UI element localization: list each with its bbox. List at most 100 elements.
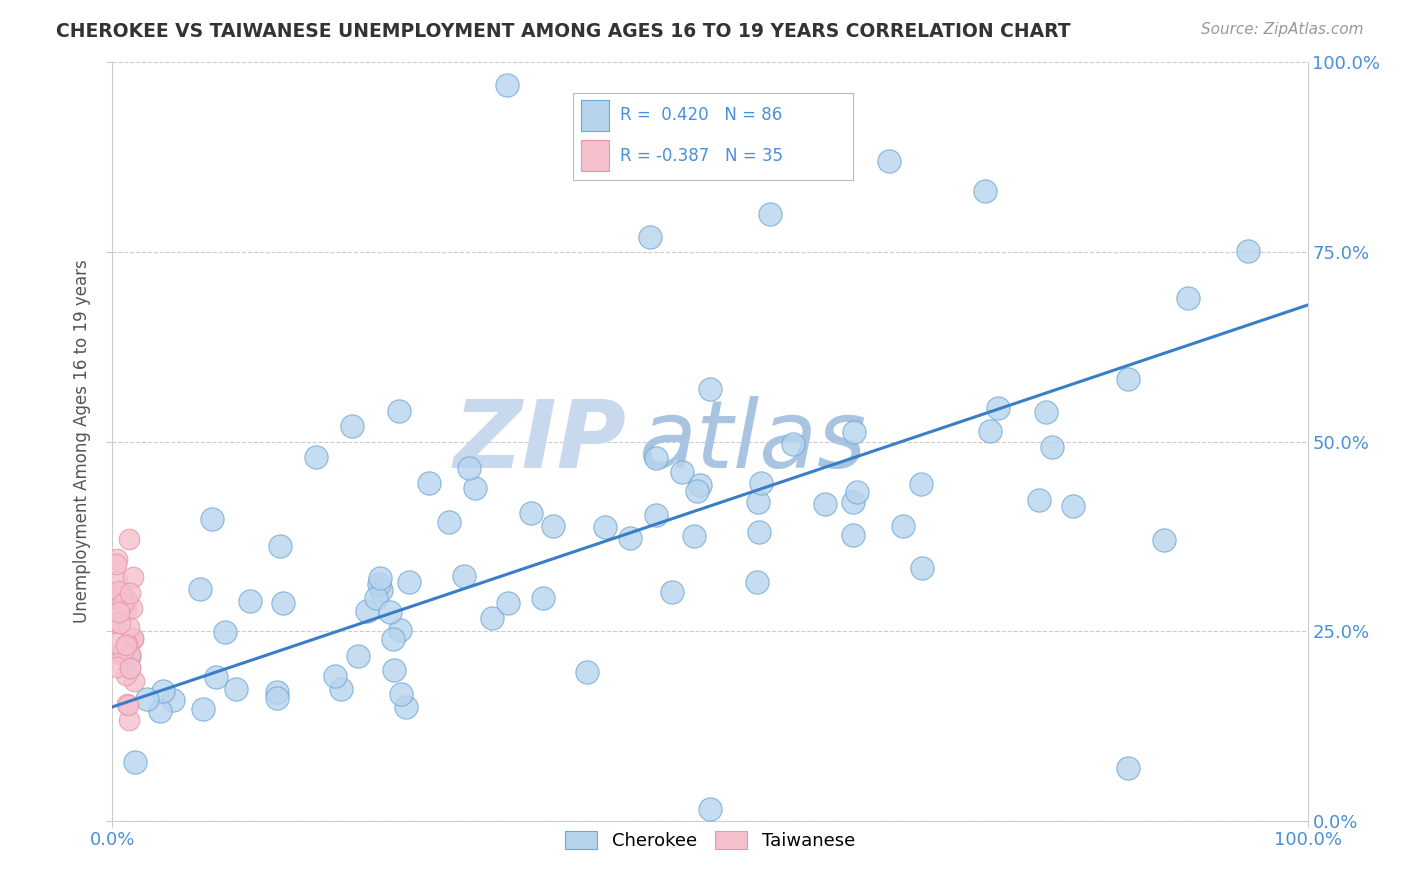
Text: ZIP: ZIP [454, 395, 627, 488]
Cherokee [366, 591, 388, 605]
Cherokee [910, 476, 932, 491]
Taiwanese [114, 668, 136, 682]
Cherokee [305, 450, 328, 464]
Cherokee [751, 475, 773, 490]
Cherokee [346, 648, 368, 663]
Taiwanese [118, 661, 141, 675]
Taiwanese [122, 673, 145, 688]
Cherokee [496, 78, 519, 92]
Cherokee [395, 699, 418, 714]
Cherokee [269, 539, 291, 553]
Cherokee [437, 515, 460, 529]
Cherokee [152, 683, 174, 698]
Cherokee [388, 404, 411, 418]
Text: Source: ZipAtlas.com: Source: ZipAtlas.com [1201, 22, 1364, 37]
Taiwanese [122, 632, 145, 646]
Taiwanese [120, 660, 142, 674]
Cherokee [225, 681, 247, 696]
Cherokee [273, 596, 295, 610]
Cherokee [464, 481, 486, 495]
Cherokee [418, 476, 440, 491]
Cherokee [699, 802, 721, 816]
Cherokee [124, 755, 146, 769]
Taiwanese [115, 638, 138, 652]
Taiwanese [122, 569, 145, 583]
Taiwanese [118, 532, 141, 546]
Cherokee [323, 669, 346, 683]
Text: CHEROKEE VS TAIWANESE UNEMPLOYMENT AMONG AGES 16 TO 19 YEARS CORRELATION CHART: CHEROKEE VS TAIWANESE UNEMPLOYMENT AMONG… [56, 22, 1071, 41]
Cherokee [699, 382, 721, 396]
Taiwanese [108, 647, 131, 661]
Cherokee [759, 207, 782, 221]
Taiwanese [104, 558, 127, 572]
Cherokee [368, 577, 391, 591]
Cherokee [1040, 440, 1063, 454]
Cherokee [686, 483, 709, 498]
Cherokee [214, 624, 236, 639]
Cherokee [398, 574, 420, 589]
Cherokee [689, 477, 711, 491]
Taiwanese [118, 620, 141, 634]
Cherokee [745, 574, 768, 589]
Cherokee [329, 682, 352, 697]
Cherokee [1237, 244, 1260, 258]
Cherokee [370, 582, 392, 597]
Cherokee [191, 702, 214, 716]
Taiwanese [120, 586, 142, 600]
Cherokee [645, 451, 668, 466]
Taiwanese [107, 605, 129, 619]
Taiwanese [121, 601, 143, 615]
Cherokee [201, 512, 224, 526]
Cherokee [520, 506, 543, 520]
Taiwanese [111, 585, 134, 599]
Cherokee [481, 611, 503, 625]
Cherokee [380, 605, 402, 619]
Cherokee [844, 425, 866, 439]
Taiwanese [115, 603, 138, 617]
Cherokee [575, 665, 598, 680]
Cherokee [368, 571, 391, 585]
Cherokee [593, 520, 616, 534]
Cherokee [498, 596, 520, 610]
Taiwanese [103, 615, 125, 629]
Cherokee [1028, 493, 1050, 508]
Cherokee [356, 604, 378, 618]
Cherokee [1177, 291, 1199, 305]
Cherokee [782, 437, 804, 451]
Taiwanese [104, 635, 127, 649]
Cherokee [340, 419, 363, 434]
Cherokee [1118, 760, 1140, 774]
Cherokee [911, 561, 934, 575]
Cherokee [457, 460, 479, 475]
Taiwanese [114, 638, 136, 652]
Cherokee [619, 531, 641, 545]
Cherokee [541, 518, 564, 533]
Text: atlas: atlas [638, 396, 866, 487]
Cherokee [266, 690, 288, 705]
Cherokee [453, 569, 475, 583]
Cherokee [1062, 500, 1084, 514]
Taiwanese [107, 551, 129, 566]
Cherokee [391, 687, 413, 701]
Taiwanese [115, 697, 138, 711]
Cherokee [683, 529, 706, 543]
Cherokee [748, 524, 770, 539]
Taiwanese [104, 591, 127, 605]
Cherokee [1153, 533, 1175, 548]
Cherokee [162, 693, 184, 707]
Cherokee [644, 508, 666, 523]
Taiwanese [122, 631, 145, 645]
Cherokee [879, 153, 901, 168]
Cherokee [747, 495, 769, 509]
Taiwanese [105, 574, 128, 588]
Cherokee [1118, 371, 1140, 385]
Taiwanese [117, 593, 139, 607]
Cherokee [388, 623, 411, 637]
Legend: Cherokee, Taiwanese: Cherokee, Taiwanese [558, 823, 862, 857]
Cherokee [382, 663, 405, 677]
Cherokee [974, 184, 997, 198]
Cherokee [842, 527, 865, 541]
Cherokee [381, 632, 404, 647]
Cherokee [205, 670, 228, 684]
Taiwanese [117, 698, 139, 712]
